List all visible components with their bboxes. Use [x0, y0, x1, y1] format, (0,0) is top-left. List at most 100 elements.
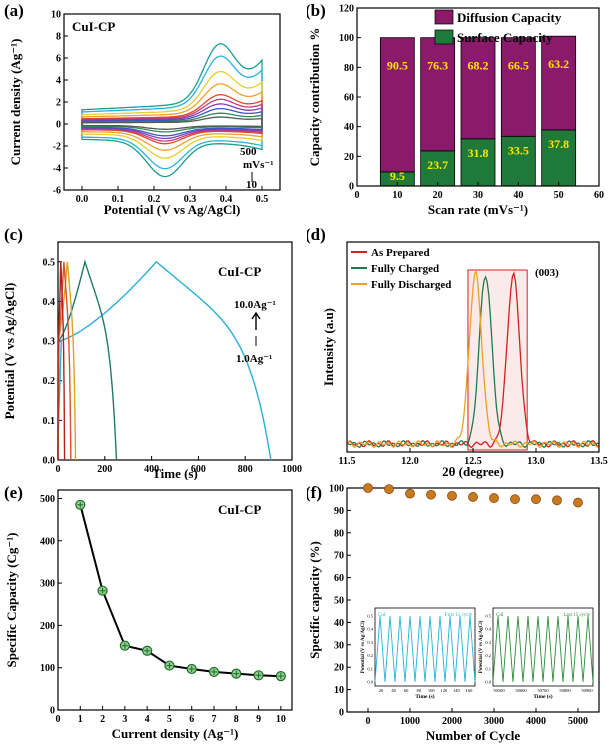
y-axis-label: Capacity contribution % [307, 28, 322, 167]
annotation-unit: mVs⁻¹ [243, 159, 274, 171]
inset-legend-a: CuI [378, 613, 386, 618]
x-tick-label: 0.0 [76, 194, 89, 205]
gcd-curve [57, 260, 272, 461]
inset-y-tick: 0.5 [367, 614, 373, 619]
inset-x-tick: 100 [428, 688, 436, 693]
data-point-cross [255, 672, 262, 679]
y-tick-label: 0.0 [43, 456, 56, 467]
legend-label: Fully Discharged [371, 279, 451, 291]
y-tick-label: 80 [334, 528, 344, 539]
diffusion-data-label: 90.5 [387, 59, 408, 73]
chart-title: CuI-CP [72, 19, 115, 34]
x-tick-label: 0.2 [148, 194, 161, 205]
gcd-curve [57, 261, 77, 461]
data-point-cross [277, 673, 284, 680]
x-tick-label: 1000 [400, 716, 420, 727]
panel-a-cv-chart: (a) 0.0 0.1 0.2 0.3 0.4 0.5 -6 -4 -2 0 2 4 6 8 10 Potent… [4, 1, 281, 217]
annotation-bottom: 1.0Ag⁻¹ [236, 353, 272, 365]
x-tick-label: 10 [392, 190, 402, 201]
inset-y-tick: 0.1 [367, 666, 373, 671]
inset-x-tick: 140 [453, 688, 461, 693]
cv-curve [81, 112, 263, 133]
data-point-cross [233, 670, 240, 677]
inset-y-tick: 0.1 [485, 666, 491, 671]
data-point [573, 497, 583, 508]
xrd-curve [346, 269, 600, 449]
inset-x-label: Time (s) [533, 693, 552, 700]
data-point-cross [77, 501, 84, 508]
x-tick-label: 4000 [526, 716, 546, 727]
x-tick-label: 2000 [442, 716, 462, 727]
x-tick-label: 2 [100, 714, 105, 725]
data-point [489, 493, 499, 503]
x-tick-label: 1 [78, 714, 83, 725]
data-point [447, 490, 457, 501]
y-tick-label: 0.2 [43, 376, 56, 387]
data-point [384, 484, 394, 495]
data-point-cross [121, 642, 128, 649]
inset-y-tick: 0.2 [485, 653, 491, 658]
y-tick-label: 0 [50, 706, 55, 717]
inset-curve [492, 615, 594, 683]
legend-swatch-diffusion [434, 9, 454, 25]
gcd-curve [57, 259, 118, 461]
data-point-cross [144, 647, 151, 654]
x-tick-label: 11.5 [339, 456, 356, 467]
panel-label: (a) [4, 1, 24, 20]
y-tick-label: 100 [339, 33, 354, 44]
x-tick-label: 20 [433, 190, 443, 201]
data-point [468, 492, 478, 502]
y-tick-label: 80 [344, 63, 354, 74]
surface-data-label: 9.5 [390, 169, 405, 183]
annotation-top: 500 [240, 146, 257, 158]
y-tick-label: 200 [40, 621, 55, 632]
data-point-cross [166, 662, 173, 669]
surface-data-label: 37.8 [548, 137, 569, 151]
annotation-top: 10.0Ag⁻¹ [234, 299, 276, 311]
surface-data-label: 23.7 [427, 158, 448, 172]
x-tick-label: 5000 [568, 716, 588, 727]
x-tick-label: 5 [167, 714, 172, 725]
y-tick-label: 2 [56, 98, 61, 109]
diffusion-bar [541, 35, 577, 131]
data-point-cross [188, 665, 195, 672]
highlight-region [467, 269, 528, 451]
x-tick-label: 0.5 [256, 194, 269, 205]
x-tick-label: 0.3 [184, 194, 197, 205]
x-tick-label: 12.5 [464, 456, 482, 467]
inset-last-cycles: CuI Last 15 cycle 50500 50600 50700 50800 5090… [479, 607, 594, 700]
y-axis-label: Specific capacity (%) [307, 541, 322, 659]
inset-legend-b: First 15 cycle [445, 613, 473, 618]
y-axis-label: Potential (V vs Ag/AgCl) [2, 283, 17, 420]
inset-x-label: Time (s) [415, 693, 434, 700]
cv-curve [81, 107, 263, 137]
x-tick-label: 400 [144, 464, 159, 475]
cv-curve [81, 98, 263, 142]
inset-y-tick: 0.5 [485, 614, 491, 619]
y-tick-label: 100 [329, 484, 344, 495]
x-tick-label: 40 [513, 190, 523, 201]
y-tick-label: 30 [334, 640, 344, 651]
cv-curve [81, 103, 263, 140]
inset-x-tick: 50900 [581, 688, 593, 693]
y-tick-label: 60 [344, 93, 354, 104]
y-tick-label: 0.3 [43, 337, 56, 348]
y-tick-label: -6 [53, 186, 61, 197]
inset-y-tick: 0.4 [367, 627, 373, 632]
y-tick-label: 100 [40, 663, 55, 674]
x-axis-label: Current density (Ag⁻¹) [112, 726, 239, 741]
panel-f-cycle-chart: (f) 0 1000 2000 3000 4000 5000 0 10 20 30 40 50 60 70 8… [307, 483, 600, 743]
x-tick-label: 0.4 [220, 194, 233, 205]
y-tick-label: 10 [51, 10, 61, 21]
x-tick-label: 1000 [282, 464, 302, 475]
inset-y-tick: 0.3 [367, 640, 373, 645]
inset-x-tick: 160 [466, 688, 474, 693]
cv-curve [81, 93, 263, 145]
y-tick-label: 20 [334, 663, 344, 674]
surface-data-label: 31.8 [468, 146, 489, 160]
x-tick-label: 200 [97, 464, 112, 475]
x-tick-label: 10 [276, 714, 286, 725]
x-tick-label: 60 [594, 190, 604, 201]
diffusion-data-label: 76.3 [427, 59, 448, 73]
